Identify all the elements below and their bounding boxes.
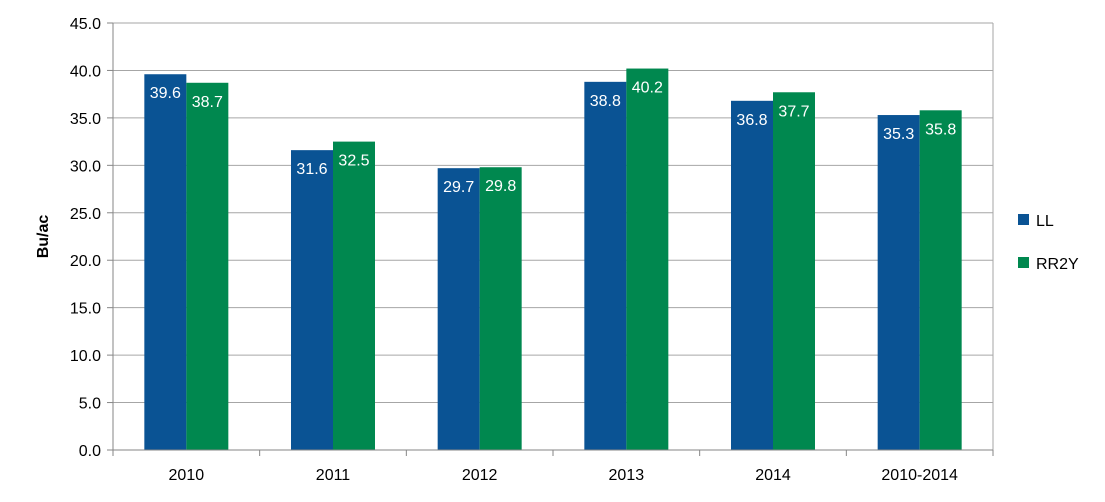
legend-swatch-rr2y [1018,257,1029,268]
legend-label-ll: LL [1036,213,1054,230]
bar-ll [584,81,627,450]
bar-ll [877,115,920,450]
data-label: 31.6 [296,161,327,178]
bar-ll [144,74,187,451]
data-label: 37.7 [778,103,809,120]
data-label: 36.8 [736,112,767,129]
legend: LL RR2Y [1018,213,1079,273]
data-label: 38.7 [192,94,223,111]
y-tick-label: 5.0 [79,396,101,413]
y-tick-label: 20.0 [70,253,101,270]
data-label: 38.8 [590,93,621,110]
x-tick-label: 2014 [755,467,791,484]
x-tick-label: 2013 [609,467,645,484]
data-label: 35.8 [925,121,956,138]
data-label: 32.5 [338,153,369,170]
x-tick-label: 2010 [169,467,205,484]
bars [144,68,962,451]
data-label: 35.3 [883,126,914,143]
x-axis-ticks: 2010 2011 2012 2013 2014 2010-2014 [169,467,958,484]
bar-rr2y [773,92,815,450]
y-tick-label: 10.0 [70,348,101,365]
gridlines [112,22,994,450]
bar-rr2y [186,82,229,450]
x-tick-label: 2010-2014 [881,467,958,484]
bar-ll [291,150,333,450]
y-axis-ticks: 0.0 5.0 10.0 15.0 20.0 25.0 30.0 35.0 40.0 45.0 [70,16,113,460]
x-tick-label: 2012 [462,467,498,484]
data-label: 29.7 [443,179,474,196]
bar-rr2y [479,167,522,450]
y-tick-label: 15.0 [70,301,101,318]
data-label: 39.6 [150,85,181,102]
x-axis [112,449,994,456]
data-label: 29.8 [485,178,516,195]
y-tick-label: 30.0 [70,158,101,175]
bar-ll [731,100,773,450]
data-label: 40.2 [632,80,663,97]
legend-swatch-ll [1018,214,1029,225]
y-axis-label: Bu/ac [35,215,52,259]
y-tick-label: 45.0 [70,16,101,33]
y-tick-label: 35.0 [70,111,101,128]
y-tick-label: 25.0 [70,206,101,223]
bar-ll [437,168,480,450]
x-tick-label: 2011 [316,467,351,484]
bar-rr2y [919,110,962,450]
y-tick-label: 0.0 [79,443,101,460]
bar-rr2y [626,68,669,451]
bar-rr2y [333,141,375,450]
data-labels: 39.6 38.7 31.6 32.5 29.7 29.8 38.8 40.2 36.8 37.7… [150,80,957,197]
legend-label-rr2y: RR2Y [1036,256,1079,273]
y-tick-label: 40.0 [70,63,101,80]
